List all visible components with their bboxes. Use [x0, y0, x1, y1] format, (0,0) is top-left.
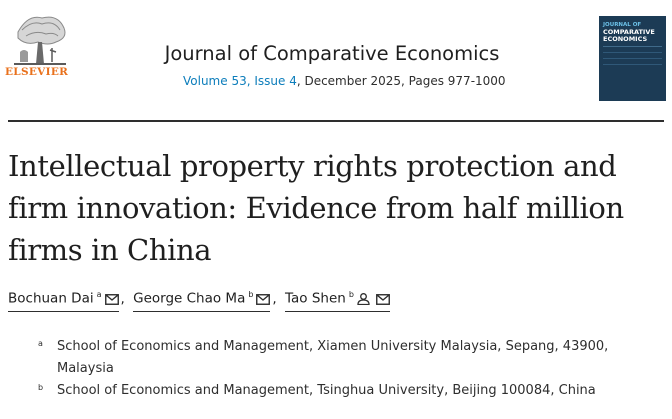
journal-title[interactable]: Journal of Comparative Economics	[0, 42, 672, 65]
tree-logo-icon	[14, 16, 66, 65]
author-link[interactable]: George Chao Ma b	[133, 290, 271, 312]
author-link[interactable]: Bochuan Dai a	[8, 290, 119, 312]
affiliation-marker: b	[248, 290, 254, 299]
elsevier-logo[interactable]	[8, 12, 70, 82]
cover-line1: JOURNAL OF	[603, 22, 642, 28]
email-icon[interactable]	[104, 293, 119, 309]
affiliation-text: School of Economics and Management, Tsin…	[57, 383, 596, 398]
cover-divider	[603, 64, 662, 65]
cover-divider	[603, 58, 662, 59]
author-separator: ,	[120, 290, 125, 307]
affiliation-item: a School of Economics and Management, Xi…	[38, 336, 668, 380]
volume-issue-link[interactable]: Volume 53, Issue 4	[183, 74, 297, 88]
header-divider	[8, 120, 664, 122]
cover-line3: ECONOMICS	[603, 35, 648, 43]
article-title: Intellectual property rights protection …	[8, 149, 624, 267]
elsevier-wordmark: ELSEVIER	[5, 66, 69, 78]
affiliation-marker: a	[96, 290, 102, 299]
cover-divider	[603, 46, 662, 47]
author-name: Tao Shen	[285, 290, 346, 307]
journal-cover-thumbnail[interactable]: JOURNAL OF COMPARATIVE ECONOMICS	[599, 16, 666, 101]
cover-line2: COMPARATIVE	[603, 28, 655, 36]
affiliation-item: b School of Economics and Management, Ts…	[38, 380, 668, 402]
author-name: George Chao Ma	[133, 290, 246, 307]
volume-issue-line: Volume 53, Issue 4, December 2025, Pages…	[183, 74, 506, 88]
affiliation-marker: b	[348, 290, 354, 299]
affiliation-list: a School of Economics and Management, Xi…	[38, 336, 668, 402]
author-list: Bochuan Dai a , George Chao Ma b , Tao She…	[8, 290, 392, 312]
journal-title-link[interactable]: Journal of Comparative Economics	[164, 42, 500, 65]
date-pages: , December 2025, Pages 977-1000	[296, 74, 506, 88]
affiliation-label: a	[38, 339, 43, 348]
author-link[interactable]: Tao Shen b	[285, 290, 390, 312]
cover-divider	[603, 52, 662, 53]
email-icon[interactable]	[375, 293, 390, 309]
author-separator: ,	[272, 290, 277, 307]
email-icon[interactable]	[256, 293, 271, 309]
affiliation-label: b	[38, 383, 44, 392]
affiliation-text: School of Economics and Management, Xiam…	[57, 339, 609, 376]
person-icon[interactable]	[357, 292, 370, 309]
author-name: Bochuan Dai	[8, 290, 94, 307]
